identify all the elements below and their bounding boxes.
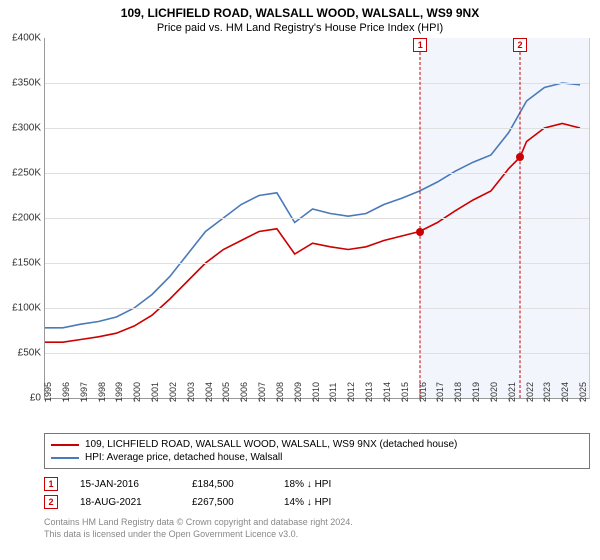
y-axis-label: £400K <box>12 33 41 44</box>
x-axis-label: 2011 <box>328 383 338 402</box>
x-axis-label: 2013 <box>364 382 374 402</box>
x-axis-label: 2009 <box>293 382 303 402</box>
x-axis-label: 2014 <box>382 382 392 402</box>
x-axis-label: 2024 <box>560 382 570 402</box>
x-axis-label: 2010 <box>311 382 321 402</box>
footer-line1: Contains HM Land Registry data © Crown c… <box>44 517 590 529</box>
sales-row: 1 15-JAN-2016 £184,500 18% ↓ HPI <box>44 475 590 493</box>
x-axis-label: 2017 <box>435 382 445 402</box>
footer-text: Contains HM Land Registry data © Crown c… <box>44 517 590 540</box>
legend-swatch <box>51 444 79 446</box>
y-axis-label: £200K <box>12 213 41 224</box>
y-axis-label: £100K <box>12 303 41 314</box>
sales-date: 18-AUG-2021 <box>80 497 170 508</box>
marker-2: 2 <box>513 38 527 52</box>
legend-label: HPI: Average price, detached house, Wals… <box>85 452 282 463</box>
chart-container: 109, LICHFIELD ROAD, WALSALL WOOD, WALSA… <box>0 0 600 560</box>
x-axis-label: 2003 <box>186 382 196 402</box>
sales-price: £267,500 <box>192 497 262 508</box>
legend-box: 109, LICHFIELD ROAD, WALSALL WOOD, WALSA… <box>44 433 590 469</box>
x-axis-label: 2001 <box>150 382 160 402</box>
x-axis-label: 1999 <box>114 382 124 402</box>
legend-swatch <box>51 457 79 459</box>
y-axis-label: £50K <box>18 348 41 359</box>
x-axis-label: 2023 <box>542 382 552 402</box>
x-axis-label: 2020 <box>489 382 499 402</box>
chart-plot-area: £0£50K£100K£150K£200K£250K£300K£350K£400… <box>44 38 590 399</box>
sales-diff: 14% ↓ HPI <box>284 497 384 508</box>
x-axis-label: 2015 <box>400 382 410 402</box>
marker-dot-2 <box>516 153 524 161</box>
x-axis-label: 2007 <box>257 382 267 402</box>
x-axis-label: 1997 <box>79 382 89 402</box>
x-axis-label: 2005 <box>221 382 231 402</box>
x-axis-label: 2006 <box>239 382 249 402</box>
x-axis-label: 2025 <box>578 382 588 402</box>
x-axis-label: 2002 <box>168 382 178 402</box>
legend-item: HPI: Average price, detached house, Wals… <box>51 451 583 464</box>
x-axis-label: 1998 <box>97 382 107 402</box>
x-axis-label: 2004 <box>204 382 214 402</box>
marker-1: 1 <box>413 38 427 52</box>
x-axis-label: 1995 <box>43 382 53 402</box>
x-axis-label: 1996 <box>61 382 71 402</box>
x-axis-label: 2022 <box>525 382 535 402</box>
x-axis-label: 2008 <box>275 382 285 402</box>
footer-line2: This data is licensed under the Open Gov… <box>44 529 590 541</box>
sales-date: 15-JAN-2016 <box>80 479 170 490</box>
chart-title: 109, LICHFIELD ROAD, WALSALL WOOD, WALSA… <box>0 0 600 20</box>
legend-label: 109, LICHFIELD ROAD, WALSALL WOOD, WALSA… <box>85 439 457 450</box>
sales-marker-icon: 2 <box>44 495 58 509</box>
x-axis-label: 2018 <box>453 382 463 402</box>
sales-price: £184,500 <box>192 479 262 490</box>
x-axis-label: 2000 <box>132 382 142 402</box>
x-axis-label: 2012 <box>346 382 356 402</box>
x-axis-label: 2021 <box>507 382 517 402</box>
sales-row: 2 18-AUG-2021 £267,500 14% ↓ HPI <box>44 493 590 511</box>
marker-dot-1 <box>416 228 424 236</box>
y-axis-label: £250K <box>12 168 41 179</box>
sales-marker-icon: 1 <box>44 477 58 491</box>
sales-table: 1 15-JAN-2016 £184,500 18% ↓ HPI 2 18-AUG-202… <box>44 475 590 511</box>
legend-item: 109, LICHFIELD ROAD, WALSALL WOOD, WALSA… <box>51 438 583 451</box>
y-axis-label: £150K <box>12 258 41 269</box>
x-axis-label: 2019 <box>471 382 481 402</box>
y-axis-label: £300K <box>12 123 41 134</box>
y-axis-label: £350K <box>12 78 41 89</box>
sales-diff: 18% ↓ HPI <box>284 479 384 490</box>
chart-subtitle: Price paid vs. HM Land Registry's House … <box>0 20 600 38</box>
y-axis-label: £0 <box>30 393 41 404</box>
